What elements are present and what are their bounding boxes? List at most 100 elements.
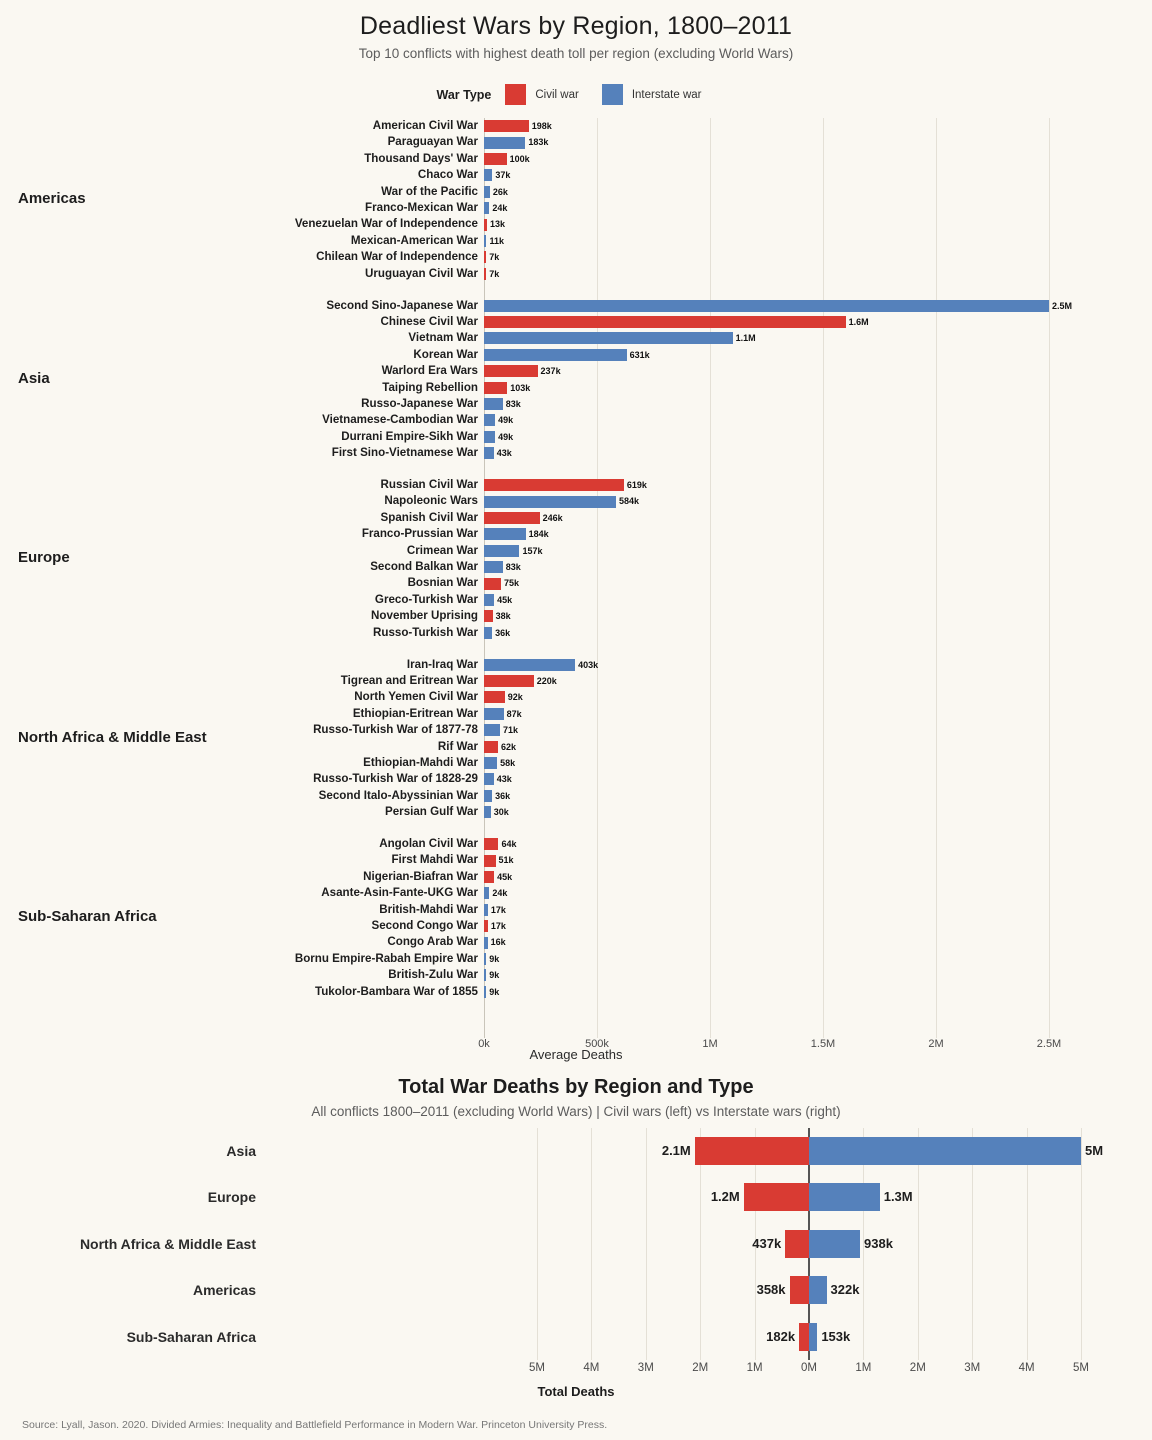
war-bar-row[interactable]: Angolan Civil War 64k bbox=[0, 836, 1152, 852]
war-bar[interactable] bbox=[484, 854, 496, 867]
civil-war-bar[interactable] bbox=[789, 1276, 809, 1305]
interstate-war-bar[interactable] bbox=[809, 1137, 1081, 1165]
civil-war-bar[interactable] bbox=[694, 1137, 809, 1165]
war-bar-row[interactable]: Uruguayan Civil War 7k bbox=[0, 266, 1152, 282]
war-bar[interactable] bbox=[484, 120, 529, 133]
war-bar-row[interactable]: Second Sino-Japanese War 2.5M bbox=[0, 298, 1152, 314]
war-bar[interactable] bbox=[484, 626, 493, 639]
war-bar[interactable] bbox=[484, 251, 487, 264]
war-bar[interactable] bbox=[484, 365, 538, 378]
war-bar-row[interactable]: Russo-Japanese War 83k bbox=[0, 396, 1152, 412]
war-bar[interactable] bbox=[484, 724, 501, 737]
war-bar-row[interactable]: Durrani Empire-Sikh War 49k bbox=[0, 429, 1152, 445]
war-bar[interactable] bbox=[484, 952, 487, 965]
interstate-war-bar[interactable] bbox=[809, 1276, 827, 1305]
civil-war-bar[interactable] bbox=[799, 1322, 809, 1351]
war-bar[interactable] bbox=[484, 707, 504, 720]
war-bar[interactable] bbox=[484, 152, 507, 165]
war-bar-row[interactable]: Ethiopian-Mahdi War 58k bbox=[0, 755, 1152, 771]
war-bar[interactable] bbox=[484, 593, 495, 606]
war-bar[interactable] bbox=[484, 381, 508, 394]
war-bar[interactable] bbox=[484, 316, 846, 329]
war-bar[interactable] bbox=[484, 757, 498, 770]
war-bar-row[interactable]: North Yemen Civil War 92k bbox=[0, 689, 1152, 705]
war-bar-row[interactable]: Warlord Era Wars 237k bbox=[0, 363, 1152, 379]
war-bar-row[interactable]: Tigrean and Eritrean War 220k bbox=[0, 673, 1152, 689]
war-bar-row[interactable]: Second Congo War 17k bbox=[0, 918, 1152, 934]
war-bar-row[interactable]: Franco-Prussian War 184k bbox=[0, 526, 1152, 542]
war-bar-row[interactable]: Bornu Empire-Rabah Empire War 9k bbox=[0, 951, 1152, 967]
war-bar[interactable] bbox=[484, 577, 501, 590]
war-bar-row[interactable]: Asante-Asin-Fante-UKG War 24k bbox=[0, 885, 1152, 901]
war-bar[interactable] bbox=[484, 479, 624, 492]
war-bar[interactable] bbox=[484, 267, 487, 280]
war-bar[interactable] bbox=[484, 675, 534, 688]
region-bar-row[interactable]: Europe 1.2M 1.3M bbox=[0, 1174, 1152, 1220]
war-bar[interactable] bbox=[484, 447, 494, 460]
war-bar[interactable] bbox=[484, 234, 487, 247]
civil-war-bar[interactable] bbox=[743, 1183, 809, 1212]
war-bar[interactable] bbox=[484, 789, 493, 802]
war-bar[interactable] bbox=[484, 658, 576, 671]
war-bar-row[interactable]: Bosnian War 75k bbox=[0, 575, 1152, 591]
war-bar[interactable] bbox=[484, 870, 495, 883]
war-bar-row[interactable]: Second Italo-Abyssinian War 36k bbox=[0, 788, 1152, 804]
war-bar-row[interactable]: Venezuelan War of Independence 13k bbox=[0, 216, 1152, 232]
war-bar[interactable] bbox=[484, 969, 487, 982]
region-bar-row[interactable]: Sub-Saharan Africa 182k 153k bbox=[0, 1314, 1152, 1360]
war-bar-row[interactable]: War of the Pacific 26k bbox=[0, 184, 1152, 200]
war-bar[interactable] bbox=[484, 528, 526, 541]
war-bar-row[interactable]: Franco-Mexican War 24k bbox=[0, 200, 1152, 216]
war-bar-row[interactable]: Tukolor-Bambara War of 1855 9k bbox=[0, 984, 1152, 1000]
war-bar-row[interactable]: Chaco War 37k bbox=[0, 167, 1152, 183]
war-bar-row[interactable]: Mexican-American War 11k bbox=[0, 233, 1152, 249]
war-bar[interactable] bbox=[484, 740, 498, 753]
war-bar-row[interactable]: Congo Arab War 16k bbox=[0, 934, 1152, 950]
war-bar-row[interactable]: Second Balkan War 83k bbox=[0, 559, 1152, 575]
war-bar-row[interactable]: Russian Civil War 619k bbox=[0, 477, 1152, 493]
region-bar-row[interactable]: Americas 358k 322k bbox=[0, 1267, 1152, 1313]
war-bar-row[interactable]: Spanish Civil War 246k bbox=[0, 510, 1152, 526]
war-bar-row[interactable]: Vietnamese-Cambodian War 49k bbox=[0, 412, 1152, 428]
region-bar-row[interactable]: Asia 2.1M 5M bbox=[0, 1128, 1152, 1174]
war-bar-row[interactable]: Taiping Rebellion 103k bbox=[0, 380, 1152, 396]
war-bar[interactable] bbox=[484, 332, 733, 345]
war-bar[interactable] bbox=[484, 348, 627, 361]
war-bar[interactable] bbox=[484, 202, 490, 215]
war-bar[interactable] bbox=[484, 920, 488, 933]
war-bar-row[interactable]: Russo-Turkish War of 1877-78 71k bbox=[0, 722, 1152, 738]
war-bar-row[interactable]: Iran-Iraq War 403k bbox=[0, 657, 1152, 673]
war-bar-row[interactable]: American Civil War 198k bbox=[0, 118, 1152, 134]
interstate-war-bar[interactable] bbox=[809, 1229, 861, 1258]
war-bar-row[interactable]: Greco-Turkish War 45k bbox=[0, 592, 1152, 608]
war-bar[interactable] bbox=[484, 903, 488, 916]
war-bar[interactable] bbox=[484, 185, 490, 198]
war-bar[interactable] bbox=[484, 414, 496, 427]
war-bar[interactable] bbox=[484, 806, 491, 819]
war-bar-row[interactable]: Russo-Turkish War 36k bbox=[0, 625, 1152, 641]
war-bar-row[interactable]: Vietnam War 1.1M bbox=[0, 330, 1152, 346]
region-bar-row[interactable]: North Africa & Middle East 437k 938k bbox=[0, 1221, 1152, 1267]
war-bar-row[interactable]: Persian Gulf War 30k bbox=[0, 804, 1152, 820]
war-bar[interactable] bbox=[484, 838, 499, 851]
war-bar[interactable] bbox=[484, 430, 496, 443]
war-bar-row[interactable]: First Mahdi War 51k bbox=[0, 852, 1152, 868]
war-bar[interactable] bbox=[484, 495, 616, 508]
war-bar[interactable] bbox=[484, 218, 487, 231]
war-bar[interactable] bbox=[484, 936, 488, 949]
interstate-war-bar[interactable] bbox=[809, 1322, 818, 1351]
war-bar-row[interactable]: Rif War 62k bbox=[0, 739, 1152, 755]
interstate-war-bar[interactable] bbox=[809, 1183, 880, 1212]
war-bar[interactable] bbox=[484, 691, 505, 704]
war-bar-row[interactable]: British-Zulu War 9k bbox=[0, 967, 1152, 983]
war-bar-row[interactable]: Thousand Days' War 100k bbox=[0, 151, 1152, 167]
war-bar-row[interactable]: Crimean War 157k bbox=[0, 543, 1152, 559]
war-bar[interactable] bbox=[484, 887, 490, 900]
war-bar-row[interactable]: Chinese Civil War 1.6M bbox=[0, 314, 1152, 330]
war-bar[interactable] bbox=[484, 299, 1049, 312]
war-bar[interactable] bbox=[484, 561, 503, 574]
war-bar-row[interactable]: November Uprising 38k bbox=[0, 608, 1152, 624]
war-bar-row[interactable]: Nigerian-Biafran War 45k bbox=[0, 869, 1152, 885]
war-bar[interactable] bbox=[484, 169, 493, 182]
war-bar[interactable] bbox=[484, 544, 520, 557]
